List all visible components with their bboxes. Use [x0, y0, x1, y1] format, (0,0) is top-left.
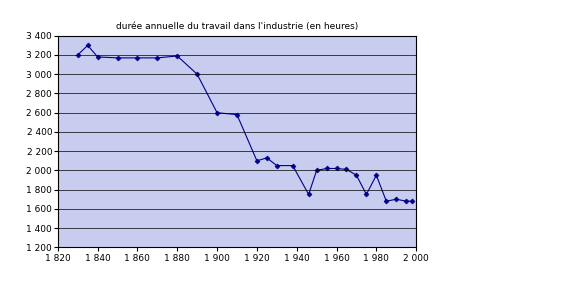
Title: durée annuelle du travail dans l'industrie (en heures): durée annuelle du travail dans l'industr…	[116, 22, 358, 31]
